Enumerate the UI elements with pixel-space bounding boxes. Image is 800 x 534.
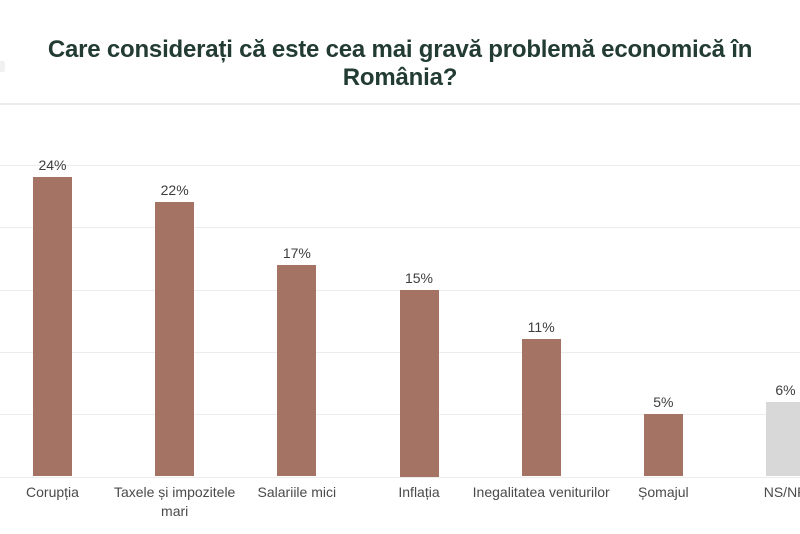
bar-value-label: 22% <box>160 182 189 199</box>
bar-3 <box>277 264 317 477</box>
category-label: Salariile mici <box>257 484 337 500</box>
bar-value-label: 5% <box>653 394 674 411</box>
bar-5 <box>521 339 561 477</box>
category-label: Corupția <box>26 484 79 500</box>
bar-value-label: 6% <box>775 381 796 398</box>
gridline <box>0 102 800 105</box>
category-label: Inegalitatea veniturilor <box>472 484 610 500</box>
bar-value-label: 24% <box>38 157 67 174</box>
category-label: Taxele și impozitele mari <box>113 484 236 519</box>
bar-4 <box>399 289 439 477</box>
bar-1 <box>33 177 72 477</box>
bar-value-label: 15% <box>404 269 434 286</box>
bar-6 <box>643 414 683 477</box>
bar-2 <box>155 202 195 477</box>
cropped-edge-artifact <box>0 61 5 72</box>
category-label: Șomajul <box>638 484 689 500</box>
chart-title: Care considerați că este cea mai gravă p… <box>47 36 753 91</box>
gridline <box>0 476 800 478</box>
category-label: Inflația <box>398 484 440 500</box>
gridline <box>0 227 800 229</box>
category-label: NS/NR <box>763 484 800 500</box>
bar-7 <box>766 401 800 477</box>
bar-value-label: 17% <box>282 244 311 261</box>
gridline <box>0 164 800 166</box>
bar-value-label: 11% <box>527 319 555 336</box>
